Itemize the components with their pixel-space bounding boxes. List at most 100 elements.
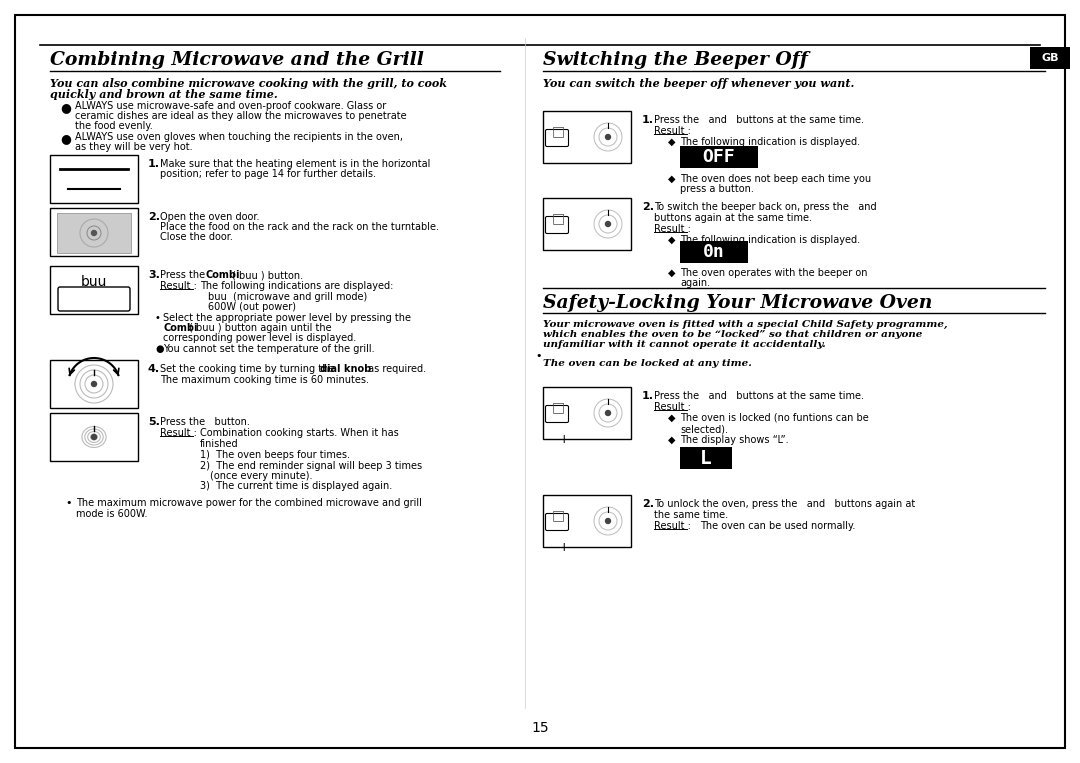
Text: □: □: [552, 400, 565, 414]
Text: ALWAYS use microwave-safe and oven-proof cookware. Glass or: ALWAYS use microwave-safe and oven-proof…: [75, 101, 387, 111]
Bar: [57, 213, 131, 253]
Text: The oven is locked (no funtions can be: The oven is locked (no funtions can be: [680, 413, 868, 423]
Bar: [543, 495, 631, 547]
Text: +: +: [558, 433, 569, 446]
Text: Set the cooking time by turning the: Set the cooking time by turning the: [160, 364, 337, 374]
Text: Combination cooking starts. When it has: Combination cooking starts. When it has: [200, 428, 399, 438]
Text: The oven operates with the beeper on: The oven operates with the beeper on: [680, 268, 867, 278]
Text: 2.: 2.: [642, 499, 654, 509]
Text: corresponding power level is displayed.: corresponding power level is displayed.: [163, 333, 356, 343]
Text: Place the food on the rack and the rack on the turntable.: Place the food on the rack and the rack …: [160, 222, 438, 232]
Text: Result :: Result :: [654, 224, 691, 234]
FancyBboxPatch shape: [545, 130, 568, 146]
Text: 15: 15: [531, 721, 549, 735]
Text: ALWAYS use oven gloves when touching the recipients in the oven,: ALWAYS use oven gloves when touching the…: [75, 132, 403, 142]
Circle shape: [92, 434, 96, 439]
Text: □: □: [552, 211, 565, 225]
FancyBboxPatch shape: [545, 405, 568, 423]
Text: Combining Microwave and the Grill: Combining Microwave and the Grill: [50, 51, 423, 69]
Text: dial knob: dial knob: [320, 364, 372, 374]
Text: ◆: ◆: [669, 268, 675, 278]
Circle shape: [606, 221, 610, 227]
Text: which enables the oven to be “locked” so that children or anyone: which enables the oven to be “locked” so…: [543, 330, 922, 339]
Text: ◆: ◆: [669, 174, 675, 184]
Text: ●: ●: [156, 344, 163, 354]
Text: 600W (out power): 600W (out power): [208, 302, 296, 312]
Text: ●: ●: [60, 101, 71, 114]
Text: Result :: Result :: [160, 281, 197, 291]
Text: Press the   button.: Press the button.: [160, 417, 249, 427]
Bar: [543, 111, 631, 163]
Text: 4.: 4.: [148, 364, 160, 374]
Bar: [543, 387, 631, 439]
Text: 3)  The current time is displayed again.: 3) The current time is displayed again.: [200, 481, 392, 491]
Text: ◆: ◆: [669, 413, 675, 423]
Text: You can also combine microwave cooking with the grill, to cook: You can also combine microwave cooking w…: [50, 78, 447, 89]
Text: The following indication is displayed.: The following indication is displayed.: [680, 137, 860, 147]
Text: •: •: [156, 313, 161, 323]
Text: (once every minute).: (once every minute).: [210, 471, 312, 481]
Bar: [680, 241, 748, 263]
Text: □: □: [552, 124, 565, 138]
Text: Press the   and   buttons at the same time.: Press the and buttons at the same time.: [654, 391, 864, 401]
Text: mode is 600W.: mode is 600W.: [76, 509, 148, 519]
Text: the food evenly.: the food evenly.: [75, 121, 152, 131]
Text: position; refer to page 14 for further details.: position; refer to page 14 for further d…: [160, 169, 376, 179]
FancyBboxPatch shape: [58, 287, 130, 311]
Bar: [50, 266, 138, 314]
Text: The oven can be locked at any time.: The oven can be locked at any time.: [543, 359, 752, 368]
FancyBboxPatch shape: [545, 513, 568, 530]
Text: again.: again.: [680, 278, 711, 288]
Text: as required.: as required.: [365, 364, 427, 374]
Circle shape: [606, 519, 610, 523]
Circle shape: [92, 382, 96, 387]
Text: Press the: Press the: [160, 270, 208, 280]
Text: 1.: 1.: [642, 115, 654, 125]
Bar: [50, 155, 138, 203]
Text: ceramic dishes are ideal as they allow the microwaves to penetrate: ceramic dishes are ideal as they allow t…: [75, 111, 407, 121]
Bar: [680, 447, 732, 469]
Bar: [50, 208, 138, 256]
Text: as they will be very hot.: as they will be very hot.: [75, 142, 192, 152]
Text: press a button.: press a button.: [680, 184, 754, 194]
Bar: [543, 198, 631, 250]
Text: Result :: Result :: [654, 521, 691, 531]
Text: buu: buu: [81, 275, 107, 289]
Bar: [1030, 47, 1070, 69]
Text: ◆: ◆: [669, 137, 675, 147]
Circle shape: [588, 117, 627, 157]
Text: Open the oven door.: Open the oven door.: [160, 212, 259, 222]
Text: 2.: 2.: [642, 202, 654, 212]
Text: The maximum microwave power for the combined microwave and grill: The maximum microwave power for the comb…: [76, 498, 422, 508]
Circle shape: [588, 501, 627, 541]
Text: Result :: Result :: [160, 428, 197, 438]
Text: 5.: 5.: [148, 417, 160, 427]
Text: Result :: Result :: [654, 402, 691, 412]
Text: You can switch the beeper off whenever you want.: You can switch the beeper off whenever y…: [543, 78, 854, 89]
Text: buu  (microwave and grill mode): buu (microwave and grill mode): [208, 292, 367, 302]
Text: selected).: selected).: [680, 424, 728, 434]
Text: 2)  The end reminder signal will beep 3 times: 2) The end reminder signal will beep 3 t…: [200, 461, 422, 471]
Text: finished: finished: [200, 439, 239, 449]
Text: Combi: Combi: [163, 323, 198, 333]
Text: 0n: 0n: [703, 243, 725, 261]
Text: 1)  The oven beeps four times.: 1) The oven beeps four times.: [200, 450, 350, 460]
Text: quickly and brown at the same time.: quickly and brown at the same time.: [50, 89, 278, 100]
Text: buttons again at the same time.: buttons again at the same time.: [654, 213, 812, 223]
Text: The following indications are displayed:: The following indications are displayed:: [200, 281, 393, 291]
Text: •: •: [65, 498, 71, 508]
Text: ( buu ) button again until the: ( buu ) button again until the: [189, 323, 332, 333]
Text: Combi: Combi: [206, 270, 241, 280]
Text: ( buu ) button.: ( buu ) button.: [232, 270, 303, 280]
Text: 1.: 1.: [148, 159, 160, 169]
Text: L: L: [700, 449, 712, 468]
Text: OFF: OFF: [703, 148, 735, 166]
Text: Switching the Beeper Off: Switching the Beeper Off: [543, 51, 808, 69]
Text: ◆: ◆: [669, 235, 675, 245]
Text: 2.: 2.: [148, 212, 160, 222]
Text: GB: GB: [1041, 53, 1058, 63]
Circle shape: [606, 410, 610, 416]
Bar: [680, 146, 758, 168]
Circle shape: [588, 393, 627, 433]
Text: Select the appropriate power level by pressing the: Select the appropriate power level by pr…: [163, 313, 411, 323]
